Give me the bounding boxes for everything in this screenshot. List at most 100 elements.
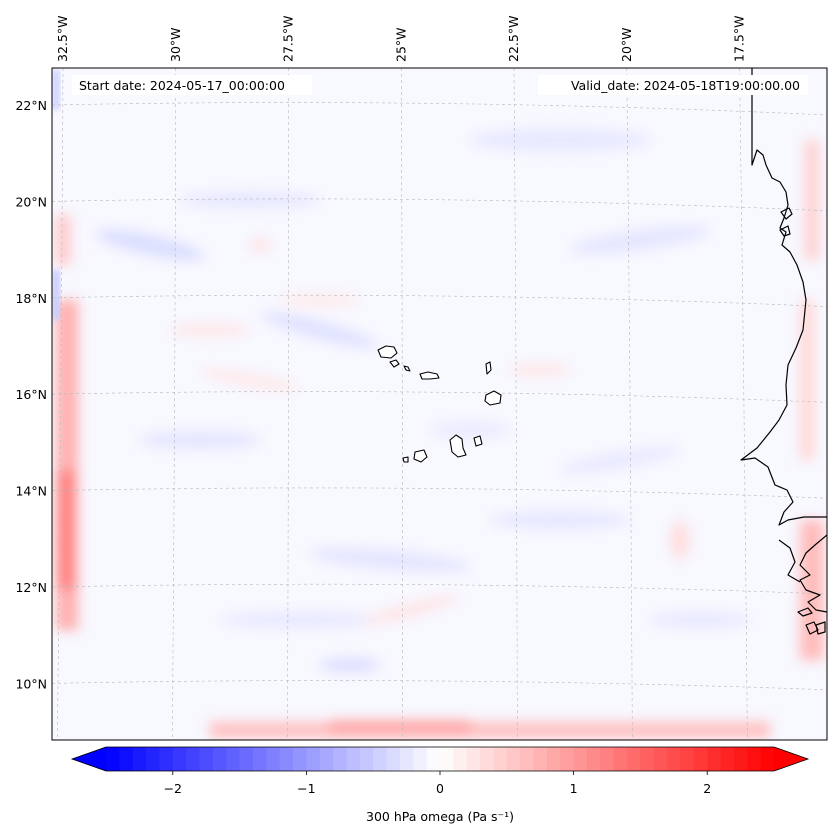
latitude-label: 16°N <box>15 387 47 402</box>
colorbar-segment <box>693 747 708 771</box>
colorbar-extend-max <box>774 747 808 771</box>
map-frame <box>51 67 828 741</box>
colorbar-segment <box>266 747 281 771</box>
colorbar-segment <box>453 747 468 771</box>
longitude-label: 27.5°W <box>281 16 296 62</box>
parallel-4 <box>52 487 827 499</box>
latitude-label: 20°N <box>15 194 47 209</box>
colorbar: −2 −1 0 1 2 300 hPa omega (Pa s⁻¹) <box>70 746 810 824</box>
start-date-box <box>72 75 312 95</box>
colorbar-segment <box>533 747 548 771</box>
colorbar-segment <box>640 747 655 771</box>
boundary-red-band <box>56 140 824 738</box>
colorbar-label: 300 hPa omega (Pa s⁻¹) <box>366 809 514 824</box>
parallel-6 <box>52 680 827 691</box>
island-sal <box>485 361 492 375</box>
island-boa-vista <box>484 390 502 406</box>
colorbar-segment <box>346 747 361 771</box>
colorbar-segment <box>172 747 187 771</box>
africa-coastline-south <box>799 534 827 613</box>
parallel-2 <box>52 294 827 307</box>
longitude-label: 32.5°W <box>55 16 70 62</box>
longitude-label: 25°W <box>393 27 408 62</box>
colorbar-segment <box>506 747 521 771</box>
colorbar-segment <box>653 747 668 771</box>
colorbar-segment <box>493 747 508 771</box>
coastal-island-e <box>780 207 793 220</box>
colorbar-segment <box>226 747 241 771</box>
colorbar-segment <box>333 747 347 771</box>
colorbar-segment <box>359 747 374 771</box>
latitude-label: 10°N <box>15 676 47 691</box>
parallel-0 <box>52 102 827 116</box>
colorbar-segment <box>560 747 575 771</box>
island-santa-luzia <box>403 365 411 372</box>
colorbar-segment <box>319 747 334 771</box>
colorbar-tick-label: −2 <box>164 781 182 796</box>
island-maio <box>473 435 483 447</box>
island-santo-antao <box>377 345 398 359</box>
omega-blobs <box>96 128 750 672</box>
colorbar-segment <box>212 747 227 771</box>
colorbar-segment <box>373 747 388 771</box>
graticule <box>52 68 827 740</box>
longitude-label: 30°W <box>168 27 183 62</box>
colorbar-segment <box>426 747 441 771</box>
colorbar-segment <box>546 747 561 771</box>
colorbar-segment <box>667 747 681 771</box>
latitude-label: 22°N <box>15 98 47 113</box>
colorbar-segment <box>132 747 147 771</box>
meridian-2 <box>287 68 289 740</box>
colorbar-tick-label: 0 <box>436 781 444 796</box>
coastlines <box>740 68 827 635</box>
colorbar-segment <box>119 747 134 771</box>
colorbar-segment <box>413 747 428 771</box>
meridian-6 <box>739 68 748 740</box>
meridian-5 <box>626 68 633 740</box>
colorbar-outline <box>70 746 810 772</box>
colorbar-segment <box>399 747 414 771</box>
longitude-label: 20°W <box>619 27 634 62</box>
colorbar-tick-label: 2 <box>703 781 711 796</box>
meridian-4 <box>513 68 518 740</box>
colorbar-segment <box>760 747 775 771</box>
colorbar-extend-min <box>72 747 106 771</box>
latitude-labels: 22°N 20°N 18°N 16°N 14°N 12°N 10°N <box>15 98 47 691</box>
parallel-1 <box>52 198 827 212</box>
valid-date-box <box>538 75 808 95</box>
meridian-1 <box>172 68 177 740</box>
longitude-labels: 32.5°W 30°W 27.5°W 25°W 22.5°W 20°W 17.5°W <box>55 16 747 62</box>
coastal-island-a <box>797 607 813 617</box>
colorbar-segment <box>199 747 214 771</box>
colorbar-segment <box>707 747 722 771</box>
colorbar-segments <box>72 747 808 771</box>
africa-coastline-north <box>740 68 827 526</box>
parallel-3 <box>52 391 827 403</box>
colorbar-segment <box>586 747 601 771</box>
meridian-3 <box>400 68 403 740</box>
meridian-0 <box>57 68 64 740</box>
cape-verde-islands <box>377 345 502 463</box>
colorbar-ticks: −2 −1 0 1 2 <box>164 771 711 796</box>
island-sao-vicente <box>389 359 400 368</box>
colorbar-segment <box>600 747 615 771</box>
colorbar-segment <box>680 747 695 771</box>
island-brava <box>402 456 409 463</box>
omega-field <box>52 68 827 740</box>
colorbar-segment <box>386 747 401 771</box>
colorbar-segment <box>186 747 201 771</box>
latitude-label: 12°N <box>15 580 47 595</box>
colorbar-tick-label: 1 <box>570 781 578 796</box>
colorbar-segment <box>106 747 120 771</box>
colorbar-segment <box>627 747 641 771</box>
latitude-label: 18°N <box>15 291 47 306</box>
boundary-blue-band <box>52 70 60 320</box>
island-fogo <box>413 449 428 463</box>
colorbar-segment <box>573 747 588 771</box>
colorbar-segment <box>279 747 294 771</box>
colorbar-segment <box>306 747 321 771</box>
colorbar-segment <box>159 747 174 771</box>
colorbar-segment <box>146 747 160 771</box>
colorbar-segment <box>613 747 628 771</box>
